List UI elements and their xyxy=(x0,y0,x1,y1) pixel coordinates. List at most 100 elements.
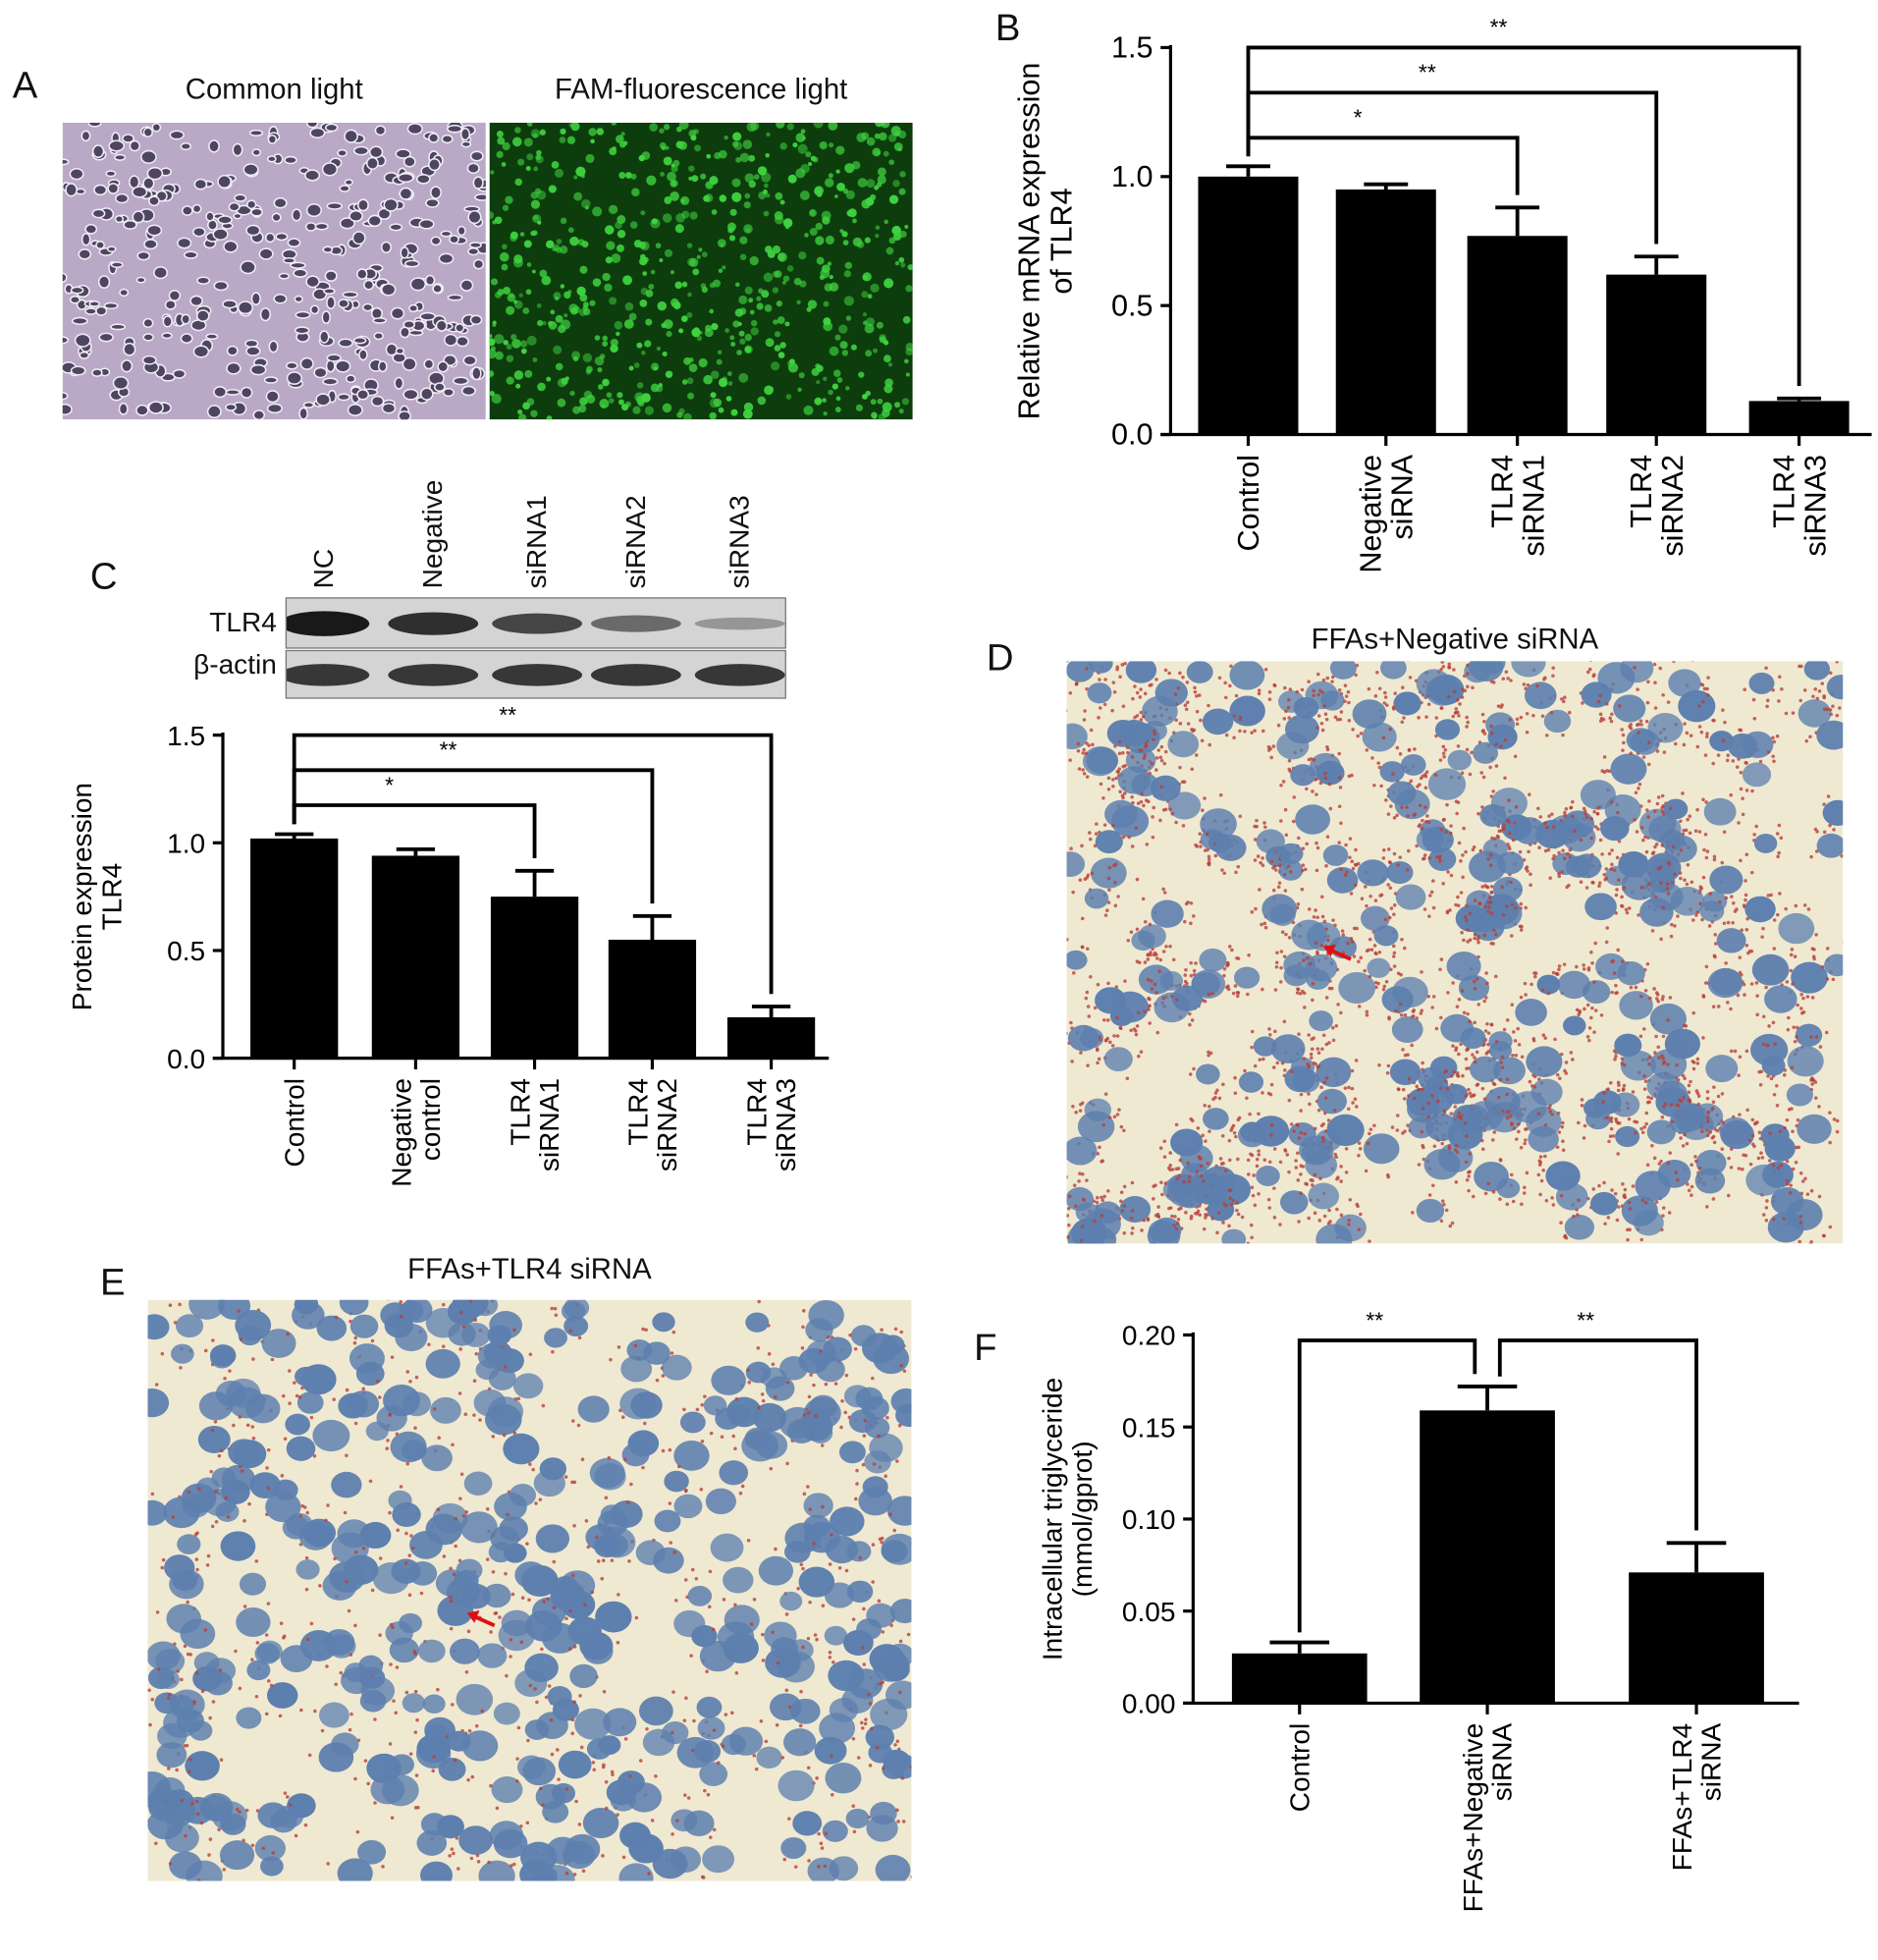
lipid-droplet xyxy=(1500,885,1504,890)
lipid-droplet xyxy=(1604,940,1609,945)
lipid-droplet xyxy=(1284,932,1288,937)
nucleus xyxy=(1200,808,1237,841)
lipid-droplet xyxy=(1465,903,1469,907)
lipid-droplet xyxy=(1685,1141,1690,1146)
lipid-droplet xyxy=(1817,1194,1822,1199)
lipid-droplet xyxy=(1456,895,1460,899)
lipid-droplet xyxy=(1563,856,1567,861)
fluorescent-cell xyxy=(489,338,496,347)
cell xyxy=(250,207,263,217)
lipid-droplet xyxy=(238,1415,242,1419)
fluorescent-cell xyxy=(700,283,707,289)
lipid-droplet xyxy=(1510,902,1515,907)
lipid-droplet xyxy=(1325,744,1329,749)
fluorescent-cell xyxy=(822,398,827,404)
lipid-droplet xyxy=(692,1718,696,1723)
lipid-droplet xyxy=(1708,892,1712,896)
lipid-droplet xyxy=(1645,1100,1650,1105)
lipid-droplet xyxy=(1660,1054,1664,1059)
lipid-droplet xyxy=(1482,999,1486,1004)
lipid-droplet xyxy=(1315,726,1319,730)
nucleus xyxy=(1744,896,1776,923)
x-tick-label: Negativecontrol xyxy=(387,1078,446,1187)
lipid-droplet xyxy=(1610,712,1614,717)
lipid-droplet xyxy=(1312,1061,1316,1065)
lipid-droplet xyxy=(1703,753,1708,757)
lipid-droplet xyxy=(1301,863,1306,867)
x-tick-label-line: TLR4 xyxy=(1625,455,1658,528)
cell xyxy=(93,184,108,196)
cell xyxy=(70,286,84,295)
lipid-droplet xyxy=(1473,936,1476,941)
lipid-droplet xyxy=(1737,1073,1741,1078)
lipid-droplet xyxy=(1220,868,1224,872)
lipid-droplet xyxy=(1070,1060,1074,1063)
lipid-droplet xyxy=(1322,919,1327,924)
lipid-droplet xyxy=(1338,786,1343,789)
lipid-droplet xyxy=(1422,856,1426,860)
common-light-title: Common light xyxy=(185,72,363,106)
lipid-droplet xyxy=(414,1375,419,1380)
lipid-droplet xyxy=(1661,692,1665,697)
nucleus xyxy=(1373,925,1399,947)
lipid-droplet xyxy=(1589,661,1593,663)
fluorescent-cell xyxy=(506,344,512,351)
lipid-droplet xyxy=(1076,741,1081,746)
lipid-droplet xyxy=(1448,831,1453,836)
cell xyxy=(88,300,100,307)
lipid-droplet xyxy=(1125,1076,1130,1081)
cell xyxy=(112,376,130,391)
lipid-droplet xyxy=(1543,676,1547,681)
lipid-droplet xyxy=(802,1492,807,1497)
lipid-droplet xyxy=(572,1524,576,1528)
fluorescent-cell xyxy=(495,351,504,360)
nucleus xyxy=(1562,823,1596,852)
lipid-droplet xyxy=(752,1598,757,1602)
nucleus xyxy=(1416,669,1452,699)
lipid-droplet xyxy=(1705,686,1709,691)
lipid-droplet xyxy=(1654,1034,1658,1039)
cell xyxy=(356,389,370,401)
lipid-droplet xyxy=(1581,701,1584,705)
lipid-droplet xyxy=(1686,817,1690,822)
lipid-droplet xyxy=(1224,985,1229,990)
lipid-droplet xyxy=(1102,1194,1106,1199)
lipid-droplet xyxy=(1455,698,1460,702)
lipid-droplet xyxy=(1464,1160,1469,1165)
fluorescent-cell xyxy=(701,251,708,258)
lipid-droplet xyxy=(1688,831,1692,836)
lipid-droplet xyxy=(1423,786,1428,790)
lipid-droplet xyxy=(1322,1080,1327,1085)
lipid-droplet xyxy=(1748,1162,1753,1167)
lipid-droplet xyxy=(1485,981,1489,986)
fluorescent-cell xyxy=(842,240,849,245)
lipid-droplet xyxy=(1438,859,1442,863)
fluorescent-cell xyxy=(727,381,733,386)
lipid-droplet xyxy=(1657,1056,1661,1061)
lipid-droplet xyxy=(807,1394,812,1399)
fluorescent-cell xyxy=(596,128,605,136)
lipid-droplet xyxy=(1387,860,1392,864)
lipid-droplet xyxy=(1607,851,1612,856)
lipid-droplet xyxy=(1398,1002,1403,1007)
lipid-droplet xyxy=(1695,910,1700,914)
lipid-droplet xyxy=(1365,748,1369,752)
blot-lane-label: siRNA3 xyxy=(724,495,756,589)
lipid-droplet xyxy=(1359,732,1364,735)
lipid-droplet xyxy=(1303,1006,1307,1009)
lipid-droplet xyxy=(1253,1203,1258,1208)
lipid-droplet xyxy=(1111,784,1115,789)
lipid-droplet xyxy=(1624,907,1629,912)
cell xyxy=(148,195,160,207)
cell xyxy=(251,148,262,157)
nucleus xyxy=(512,1373,544,1399)
lipid-droplet xyxy=(1365,1009,1369,1014)
lipid-droplet xyxy=(1643,1201,1648,1205)
lipid-droplet xyxy=(1207,1129,1211,1133)
lipid-droplet xyxy=(1603,1222,1607,1226)
lipid-droplet xyxy=(1384,979,1389,984)
lipid-droplet xyxy=(1195,709,1200,714)
lipid-droplet xyxy=(1118,789,1122,794)
fluorescent-cell xyxy=(904,225,909,229)
lipid-droplet xyxy=(1261,987,1264,992)
